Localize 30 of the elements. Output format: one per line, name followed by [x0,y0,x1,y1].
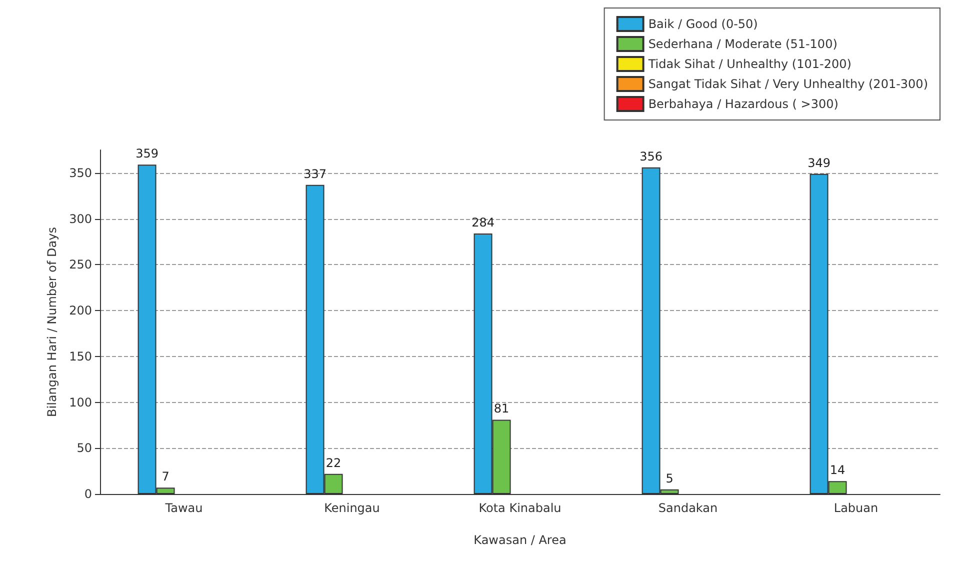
y-axis-title: Bilangan Hari / Number of Days [45,227,59,417]
x-tick-label: Keningau [324,501,380,515]
data-label: 7 [162,470,170,484]
legend-label: Sederhana / Moderate (51-100) [648,37,838,51]
data-label: 337 [304,166,326,181]
y-tick-label: 250 [69,258,92,272]
y-tick-label: 300 [69,212,92,226]
data-label: 22 [326,456,342,470]
y-tick-label: 100 [69,395,92,410]
legend-label: Berbahaya / Hazardous ( >300) [648,97,838,111]
x-tick-label: Labuan [834,501,878,515]
y-tick-label: 350 [69,166,92,180]
data-label: 81 [494,402,510,416]
legend-label: Baik / Good (0-50) [648,17,758,31]
y-tick-label: 200 [69,304,92,318]
data-label: 5 [666,471,674,486]
data-label: 349 [808,156,830,170]
y-tick-label: 0 [84,487,92,501]
y-tick-label: 50 [76,441,92,456]
x-axis-title: Kawasan / Area [474,533,566,547]
x-tick-label: Sandakan [658,501,718,515]
data-label: 359 [136,146,158,161]
data-label: 284 [472,215,494,230]
legend-label: Tidak Sihat / Unhealthy (101-200) [647,57,852,71]
data-label: 356 [640,149,662,164]
x-tick-label: Tawau [164,501,203,515]
y-tick-label: 150 [69,349,92,364]
legend-label: Sangat Tidak Sihat / Very Unhealthy (201-300) [648,77,928,91]
x-tick-label: Kota Kinabalu [478,501,562,515]
data-label: 14 [830,463,846,478]
